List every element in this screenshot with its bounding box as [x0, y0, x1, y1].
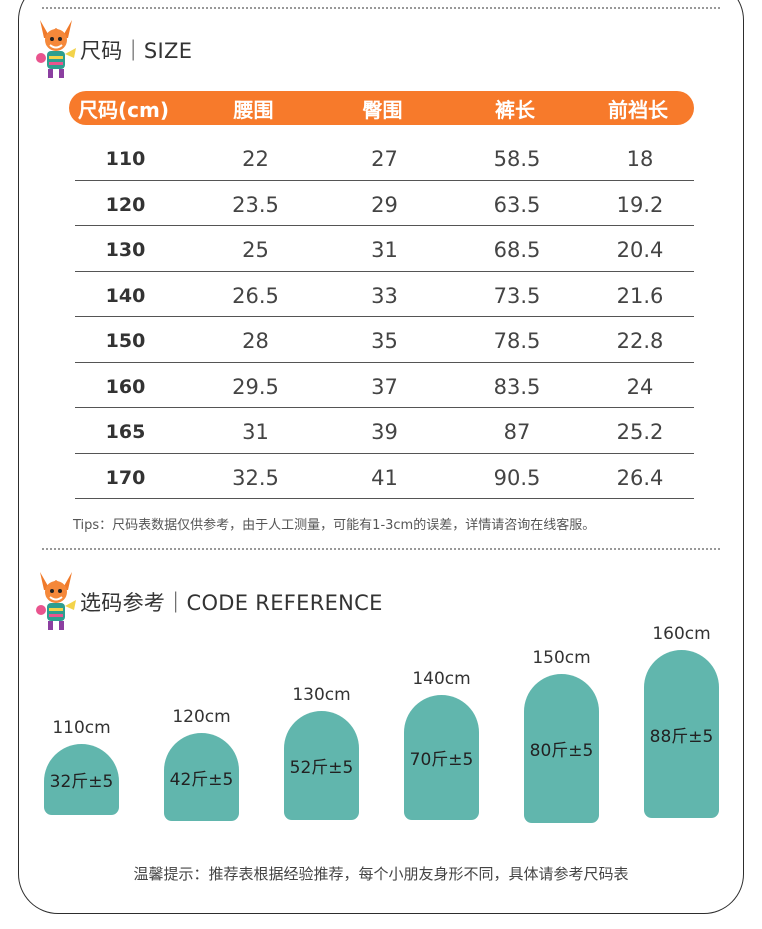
- cell-length: 58.5: [493, 147, 541, 172]
- reference-item-120: 120cm 42斤±5: [164, 707, 239, 821]
- cell-waist: 28: [242, 329, 269, 354]
- cell-length: 87: [503, 420, 531, 445]
- cell-size: 165: [105, 421, 146, 444]
- fox-mascot-icon: [36, 20, 76, 78]
- weight-bubble: 42斤±5: [164, 733, 239, 821]
- table-row: 130 25 31 68.5 20.4: [75, 226, 694, 272]
- cell-length: 73.5: [493, 283, 541, 308]
- cell-hip: 29: [371, 192, 398, 217]
- cell-length: 78.5: [493, 329, 541, 354]
- table-row: 110 22 27 58.5 18: [75, 135, 694, 181]
- reference-item-140: 140cm 70斤±5: [404, 669, 479, 820]
- weight-label: 88斤±5: [649, 726, 714, 747]
- cell-front-rise: 18: [626, 147, 654, 172]
- table-row: 165 31 39 87 25.2: [75, 408, 694, 454]
- table-row: 140 26.5 33 73.5 21.6: [75, 272, 694, 317]
- header-size: 尺码(cm): [78, 97, 169, 122]
- cell-waist: 22: [242, 147, 269, 172]
- weight-bubble: 70斤±5: [404, 695, 479, 820]
- cell-waist: 26.5: [232, 283, 279, 308]
- cell-front-rise: 25.2: [616, 420, 664, 445]
- table-row: 170 32.5 41 90.5 26.4: [75, 454, 694, 499]
- cell-front-rise: 22.8: [616, 329, 664, 354]
- cell-front-rise: 20.4: [616, 238, 664, 263]
- cell-front-rise: 21.6: [616, 283, 664, 308]
- header-length: 裤长: [495, 97, 535, 122]
- cell-size: 130: [105, 239, 146, 262]
- weight-label: 70斤±5: [409, 750, 474, 770]
- size-section-title: 尺码｜SIZE: [80, 39, 193, 63]
- reference-item-160: 160cm 88斤±5: [644, 624, 719, 818]
- cell-hip: 41: [371, 465, 398, 490]
- cell-waist: 29.5: [232, 374, 279, 399]
- height-label: 140cm: [412, 669, 471, 689]
- table-row: 120 23.5 29 63.5 19.2: [75, 181, 694, 226]
- cell-size: 110: [105, 148, 146, 171]
- reference-note: 温馨提示：推荐表根据经验推荐，每个小朋友身形不同，具体请参考尺码表: [133, 865, 629, 883]
- reference-section-title: 选码参考｜CODE REFERENCE: [80, 591, 383, 615]
- cell-size: 140: [105, 284, 146, 307]
- cell-size: 160: [105, 375, 146, 398]
- cell-length: 63.5: [493, 192, 541, 217]
- size-table-header: 尺码(cm) 腰围 臀围 裤长 前裆长: [69, 91, 694, 125]
- content-card: [18, 0, 744, 914]
- cell-hip: 37: [371, 374, 398, 399]
- height-label: 150cm: [532, 648, 591, 668]
- size-tips: Tips：尺码表数据仅供参考，由于人工测量，可能有1-3cm的误差，详情请咨询在…: [73, 518, 596, 533]
- weight-label: 80斤±5: [529, 741, 594, 761]
- size-table: 110 22 27 58.5 18 120 23.5 29 63.5 19.2 …: [75, 135, 694, 499]
- height-label: 120cm: [172, 707, 231, 727]
- section-divider: [42, 548, 720, 550]
- header-front-rise: 前裆长: [608, 97, 668, 122]
- cell-size: 150: [105, 330, 146, 353]
- cell-size: 170: [105, 466, 146, 489]
- cell-waist: 25: [242, 238, 269, 263]
- height-label: 160cm: [652, 624, 711, 644]
- weight-bubble: 80斤±5: [524, 674, 599, 823]
- cell-length: 90.5: [493, 465, 541, 490]
- fox-mascot-icon: [36, 572, 76, 630]
- weight-label: 52斤±5: [289, 758, 354, 778]
- cell-hip: 31: [371, 238, 398, 263]
- reference-item-110: 110cm 32斤±5: [44, 718, 119, 815]
- height-label: 110cm: [52, 718, 111, 738]
- weight-label: 32斤±5: [49, 772, 114, 792]
- cell-length: 83.5: [493, 374, 541, 399]
- weight-bubble: 88斤±5: [644, 650, 719, 818]
- cell-front-rise: 19.2: [616, 192, 664, 217]
- table-row: 150 28 35 78.5 22.8: [75, 317, 694, 363]
- cell-front-rise: 26.4: [616, 465, 664, 490]
- cell-waist: 31: [242, 420, 269, 445]
- cell-front-rise: 24: [626, 374, 654, 399]
- cell-waist: 32.5: [232, 465, 279, 490]
- top-divider: [42, 7, 720, 9]
- reference-item-150: 150cm 80斤±5: [524, 648, 599, 823]
- header-waist: 腰围: [233, 97, 274, 122]
- cell-length: 68.5: [493, 238, 541, 263]
- cell-hip: 27: [371, 147, 398, 172]
- cell-waist: 23.5: [232, 192, 279, 217]
- weight-bubble: 32斤±5: [44, 744, 119, 815]
- cell-hip: 35: [371, 329, 398, 354]
- weight-label: 42斤±5: [169, 769, 234, 790]
- cell-hip: 39: [371, 420, 398, 445]
- cell-hip: 33: [371, 283, 398, 308]
- reference-item-130: 130cm 52斤±5: [284, 685, 359, 820]
- weight-bubble: 52斤±5: [284, 711, 359, 820]
- header-hip: 臀围: [362, 97, 403, 122]
- reference-section-header: 选码参考｜CODE REFERENCE: [34, 570, 383, 634]
- height-label: 130cm: [292, 685, 351, 705]
- table-row: 160 29.5 37 83.5 24: [75, 363, 694, 408]
- cell-size: 120: [105, 193, 146, 216]
- size-section-header: 尺码｜SIZE: [34, 18, 192, 82]
